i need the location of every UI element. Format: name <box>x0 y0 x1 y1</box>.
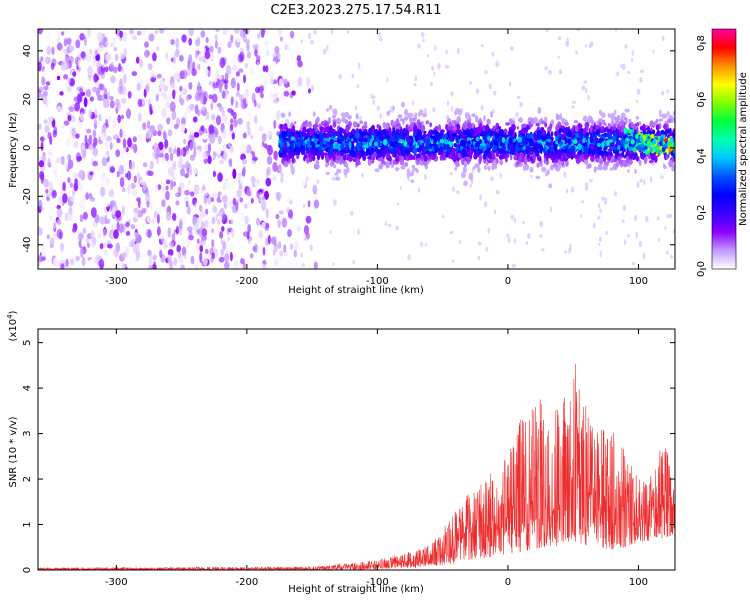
snr-frame <box>37 328 676 571</box>
snr-line <box>38 363 675 570</box>
colorbar-tick-label: 0.2 <box>696 205 707 221</box>
spectrogram-frame <box>37 28 676 270</box>
spectrogram-x-tick-label: -200 <box>236 276 259 287</box>
snr-multiplier-base: (x10 <box>8 319 19 342</box>
snr-multiplier-exponent: 4 <box>6 314 14 319</box>
spectrogram-heatmap <box>38 29 675 269</box>
snr-x-tick-label: -100 <box>366 577 389 588</box>
snr-x-tick-label: 0 <box>505 577 511 588</box>
spectrogram-x-tick-label: 0 <box>505 276 511 287</box>
snr-series <box>38 363 675 570</box>
spectrogram-x-tick-label: 100 <box>629 276 648 287</box>
spectrogram-y-ticks: -40 -20 0 20 40 <box>22 44 675 253</box>
snr-x-tick-label: -200 <box>236 577 259 588</box>
snr-y-tick-label: 0 <box>22 567 33 573</box>
colorbar-tick-label: 0.8 <box>696 35 707 51</box>
spectrogram-y-tick-label: 0 <box>22 145 33 151</box>
colorbar: 0.0 0.2 0.4 0.6 0.8 Normalized spectral ampl… <box>696 28 749 277</box>
colorbar-gradient <box>712 29 736 269</box>
spectrogram-y-tick-label: -20 <box>22 188 33 204</box>
colorbar-label: Normalized spectral amplitude <box>738 72 749 226</box>
spectrogram-x-axis-label: Height of straight line (km) <box>288 285 424 296</box>
spectrogram-y-axis-label: Frequency (Hz) <box>8 112 19 188</box>
snr-y-axis-label: SNR (10 * v/v) <box>8 416 19 487</box>
colorbar-frame <box>711 28 737 270</box>
snr-y-tick-label: 2 <box>22 476 33 482</box>
colorbar-tick-label: 0.6 <box>696 92 707 108</box>
snr-x-axis-label: Height of straight line (km) <box>288 584 424 595</box>
snr-y-multiplier: (x104) <box>6 310 19 341</box>
snr-y-ticks: 0 1 2 3 4 5 <box>22 339 675 573</box>
spectrogram-x-ticks: -300 -200 -100 0 100 <box>105 29 648 287</box>
snr-y-tick-label: 1 <box>22 521 33 527</box>
colorbar-ticks: 0.0 0.2 0.4 0.6 0.8 <box>696 35 707 277</box>
snr-multiplier-close: ) <box>8 310 19 314</box>
snr-x-ticks: -300 -200 -100 0 100 <box>105 329 648 588</box>
spectrogram-y-tick-label: 20 <box>22 93 33 106</box>
snr-panel: -300 -200 -100 0 100 0 1 2 3 4 5 Height of straig… <box>6 310 676 595</box>
snr-x-tick-label: 100 <box>629 577 648 588</box>
spectrogram-x-tick-label: -100 <box>366 276 389 287</box>
colorbar-tick-label: 0.0 <box>696 261 707 277</box>
figure-title: C2E3.2023.275.17.54.R11 <box>270 3 441 18</box>
spectrogram-y-tick-label: 40 <box>22 44 33 57</box>
spectrogram-y-tick-label: -40 <box>22 237 33 253</box>
snr-x-tick-label: -300 <box>105 577 128 588</box>
snr-y-tick-label: 3 <box>22 430 33 436</box>
spectrogram-x-tick-label: -300 <box>105 276 128 287</box>
colorbar-tick-label: 0.4 <box>696 148 707 164</box>
snr-y-tick-label: 5 <box>22 339 33 345</box>
snr-y-tick-label: 4 <box>22 385 33 391</box>
